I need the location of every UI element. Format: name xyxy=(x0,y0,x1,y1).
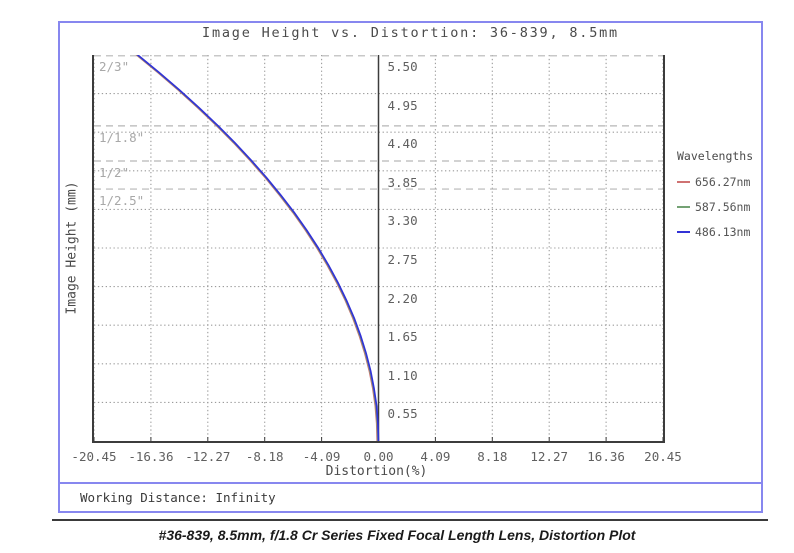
legend-label: 587.56nm xyxy=(695,200,751,214)
x-axis-title: Distortion(%) xyxy=(325,464,428,479)
x-tick-label: 8.18 xyxy=(477,449,508,464)
sensor-format-label: 1/1.8" xyxy=(99,129,145,145)
divider-rule xyxy=(52,519,768,521)
y-tick-label: 4.95 xyxy=(387,97,418,113)
outer-frame: Working Distance: Infinity xyxy=(58,21,763,513)
sensor-format-label: 1/2.5" xyxy=(99,193,145,209)
distortion-curve-486.13nm xyxy=(136,55,380,441)
y-tick-label: 1.10 xyxy=(387,367,418,383)
x-tick-label: -12.27 xyxy=(185,449,231,464)
legend-label: 656.27nm xyxy=(695,175,751,189)
x-tick-label: 4.09 xyxy=(420,449,451,464)
y-tick-label: 5.50 xyxy=(387,59,418,74)
x-tick-label: 12.27 xyxy=(530,449,569,464)
working-distance-text: Working Distance: Infinity xyxy=(80,490,276,505)
chart-title: Image Height vs. Distortion: 36-839, 8.5… xyxy=(202,25,619,41)
x-tick-label: -16.36 xyxy=(128,449,174,464)
y-tick-label: 2.20 xyxy=(387,290,418,306)
x-tick-label: -20.45 xyxy=(71,449,117,464)
plot-canvas xyxy=(94,55,663,441)
legend-swatch-icon xyxy=(677,231,690,233)
y-tick-label: 1.65 xyxy=(387,329,418,345)
legend: Wavelengths 656.27nm 587.56nm 486.13nm xyxy=(677,149,753,250)
x-tick-label: 0.00 xyxy=(363,449,394,464)
y-axis-title: Image Height (mm) xyxy=(64,181,80,315)
legend-swatch-icon xyxy=(677,181,690,183)
legend-item: 587.56nm xyxy=(677,200,753,214)
working-distance-box: Working Distance: Infinity xyxy=(60,482,761,511)
y-tick-label: 0.55 xyxy=(387,406,418,422)
x-tick-label: -4.09 xyxy=(302,449,341,464)
legend-label: 486.13nm xyxy=(695,225,751,239)
y-tick-label: 3.30 xyxy=(387,213,418,229)
caption: #36-839, 8.5mm, f/1.8 Cr Series Fixed Fo… xyxy=(158,527,636,543)
x-tick-label: 20.45 xyxy=(644,449,682,464)
sensor-format-label: 1/2" xyxy=(99,164,130,180)
sensor-format-label: 2/3" xyxy=(99,59,130,74)
y-tick-label: 2.75 xyxy=(387,252,418,267)
x-tick-label: -8.18 xyxy=(245,449,284,464)
y-tick-label: 3.85 xyxy=(387,174,418,190)
legend-item: 656.27nm xyxy=(677,175,753,189)
x-tick-label: 16.36 xyxy=(587,449,625,464)
y-tick-label: 4.40 xyxy=(387,136,418,152)
legend-swatch-icon xyxy=(677,206,690,208)
legend-title: Wavelengths xyxy=(677,149,754,163)
plot-area: 5.50 4.95 4.40 3.85 3.30 2.75 2.20 1.65 1.10 0.55… xyxy=(71,55,682,464)
legend-item: 486.13nm xyxy=(677,225,753,239)
